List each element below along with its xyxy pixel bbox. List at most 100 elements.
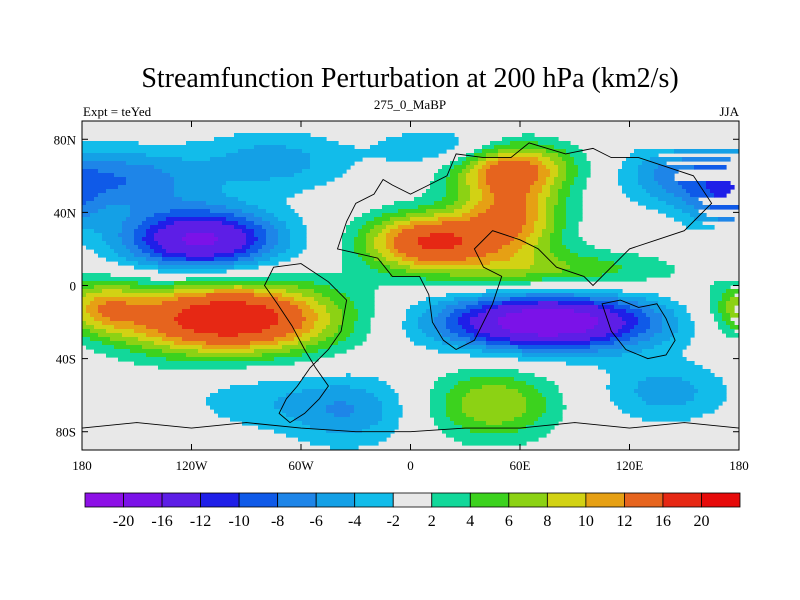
- contour-cell: [610, 309, 627, 314]
- contour-cell: [114, 173, 171, 178]
- contour-cell: [722, 297, 731, 302]
- contour-cell: [526, 193, 539, 198]
- contour-cell: [486, 153, 499, 158]
- contour-cell: [182, 309, 275, 314]
- contour-cell: [598, 257, 659, 262]
- contour-cell: [126, 217, 147, 222]
- contour-cell: [542, 189, 551, 194]
- plot-area: [82, 121, 739, 450]
- contour-cell: [122, 333, 147, 338]
- contour-cell: [94, 325, 115, 330]
- contour-cell: [134, 361, 295, 366]
- contour-cell: [478, 177, 487, 182]
- contour-cell: [526, 213, 539, 218]
- contour-cell: [386, 233, 399, 238]
- contour-cell: [626, 193, 651, 198]
- contour-cell: [606, 385, 639, 390]
- contour-cell: [254, 221, 271, 226]
- contour-cell: [82, 321, 87, 326]
- contour-cell: [434, 421, 455, 426]
- contour-cell: [398, 249, 499, 254]
- contour-cell: [390, 229, 403, 234]
- contour-cell: [202, 345, 251, 350]
- contour-cell: [82, 149, 239, 154]
- colorbar-label: 16: [655, 513, 671, 530]
- contour-cell: [622, 265, 675, 270]
- contour-cell: [678, 321, 695, 326]
- contour-cell: [486, 209, 527, 214]
- contour-cell: [378, 141, 459, 146]
- contour-cell: [662, 313, 675, 318]
- contour-cell: [478, 173, 487, 178]
- contour-cell: [546, 165, 559, 170]
- contour-cell: [622, 185, 643, 190]
- contour-cell: [502, 137, 559, 142]
- contour-cell: [386, 237, 395, 242]
- contour-cell: [450, 337, 471, 342]
- contour-cell: [526, 197, 539, 202]
- contour-cell: [274, 405, 327, 410]
- colorbar-box: [277, 492, 317, 508]
- contour-cell: [330, 345, 355, 350]
- contour-cell: [714, 317, 723, 322]
- contour-cell: [626, 321, 639, 326]
- contour-cell: [570, 153, 587, 158]
- contour-cell: [110, 337, 139, 342]
- contour-cell: [446, 205, 463, 210]
- contour-cell: [450, 173, 459, 178]
- contour-cell: [410, 337, 435, 342]
- contour-cell: [718, 321, 727, 326]
- contour-cell: [106, 329, 135, 334]
- contour-cell: [174, 181, 227, 186]
- contour-cell: [446, 393, 467, 398]
- contour-cell: [322, 329, 339, 334]
- contour-cell: [498, 153, 543, 158]
- contour-cell: [242, 229, 255, 234]
- contour-cell: [346, 337, 367, 342]
- contour-cell: [82, 225, 123, 230]
- contour-cell: [458, 197, 471, 202]
- contour-cell: [718, 305, 727, 310]
- contour-cell: [250, 345, 283, 350]
- contour-cell: [218, 413, 287, 418]
- contour-cell: [598, 317, 623, 322]
- contour-cell: [478, 301, 503, 306]
- contour-cell: [342, 317, 359, 322]
- contour-cell: [594, 325, 623, 330]
- contour-cell: [538, 157, 551, 162]
- contour-cell: [302, 353, 335, 358]
- contour-cell: [138, 245, 151, 250]
- contour-cell: [382, 401, 399, 406]
- contour-cell: [634, 325, 651, 330]
- contour-cell: [442, 429, 471, 434]
- contour-cell: [430, 413, 447, 418]
- contour-cell: [606, 369, 711, 374]
- contour-cell: [518, 249, 535, 254]
- colorbar-box: [624, 492, 664, 508]
- contour-cell: [82, 281, 139, 286]
- contour-cell: [178, 313, 279, 318]
- contour-cell: [538, 213, 547, 218]
- contour-cell: [410, 217, 439, 222]
- contour-cell: [206, 341, 251, 346]
- contour-cell: [82, 325, 95, 330]
- contour-cell: [510, 257, 535, 262]
- contour-cell: [514, 253, 535, 258]
- colorbar-label: 8: [543, 513, 551, 530]
- contour-cell: [218, 237, 247, 242]
- contour-cell: [486, 289, 623, 294]
- contour-cell: [330, 445, 359, 450]
- contour-cell: [242, 421, 303, 426]
- contour-cell: [82, 217, 127, 222]
- contour-cell: [282, 345, 307, 350]
- contour-cell: [470, 317, 499, 322]
- contour-cell: [386, 137, 459, 142]
- contour-cell: [302, 313, 319, 318]
- contour-cell: [358, 233, 367, 238]
- contour-cell: [162, 349, 199, 354]
- contour-cell: [458, 317, 471, 322]
- contour-cell: [102, 313, 179, 318]
- contour-cell: [482, 145, 495, 150]
- contour-cell: [222, 221, 239, 226]
- contour-cell: [462, 409, 527, 414]
